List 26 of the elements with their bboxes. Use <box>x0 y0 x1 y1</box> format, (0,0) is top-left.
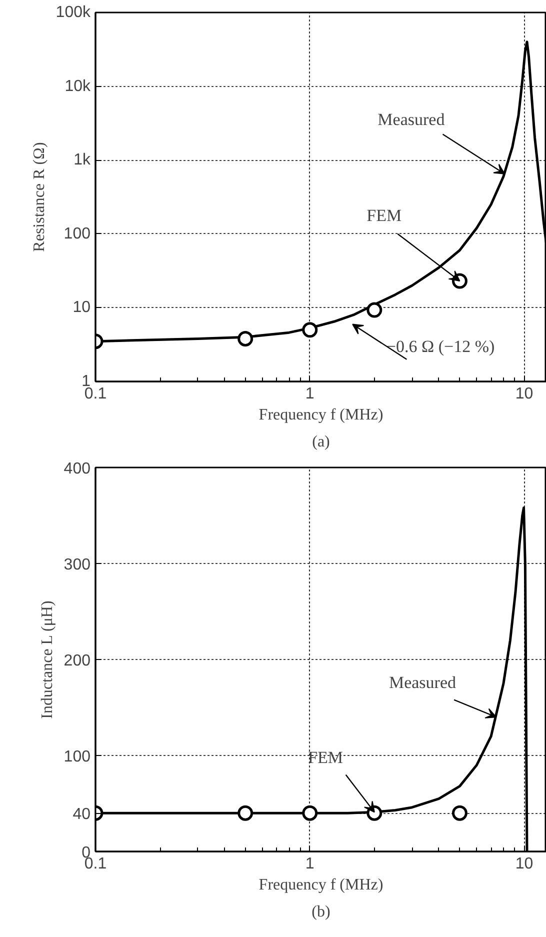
text: (b) <box>312 904 330 920</box>
x-tick-label: 1 <box>305 856 314 872</box>
x-axis-title: Frequency f (MHz) <box>258 876 384 894</box>
y-tick-label: 400 <box>64 460 91 478</box>
y-tick-label: 40 <box>72 806 91 824</box>
annotation: FEM <box>366 206 402 225</box>
y-tick-label: 100k <box>56 4 92 21</box>
y-axis-title: Inductance L (μH) <box>38 600 56 719</box>
y-tick-label: 10k <box>64 78 92 95</box>
text: (a) <box>312 434 330 450</box>
y-tick-label: 200 <box>64 652 91 670</box>
y-tick-label: 100 <box>64 748 91 766</box>
y-tick-label: 10 <box>72 299 91 316</box>
x-axis-title: Frequency f (MHz) <box>258 406 384 424</box>
annotation: Measured <box>388 673 456 692</box>
x-tick-label: 0.1 <box>84 386 107 402</box>
y-axis-title: Resistance R (Ω) <box>30 142 48 252</box>
annotation: −0.6 Ω (−12 %) <box>386 336 495 356</box>
x-tick-label: 10 <box>515 386 534 402</box>
y-tick-label: 100 <box>64 225 91 242</box>
x-tick-label: 1 <box>305 386 314 402</box>
y-tick-label: 1k <box>74 152 92 169</box>
annotation: Measured <box>378 110 446 130</box>
y-tick-label: 300 <box>64 556 91 574</box>
x-tick-label: 10 <box>515 856 534 872</box>
annotation: FEM <box>308 748 343 767</box>
